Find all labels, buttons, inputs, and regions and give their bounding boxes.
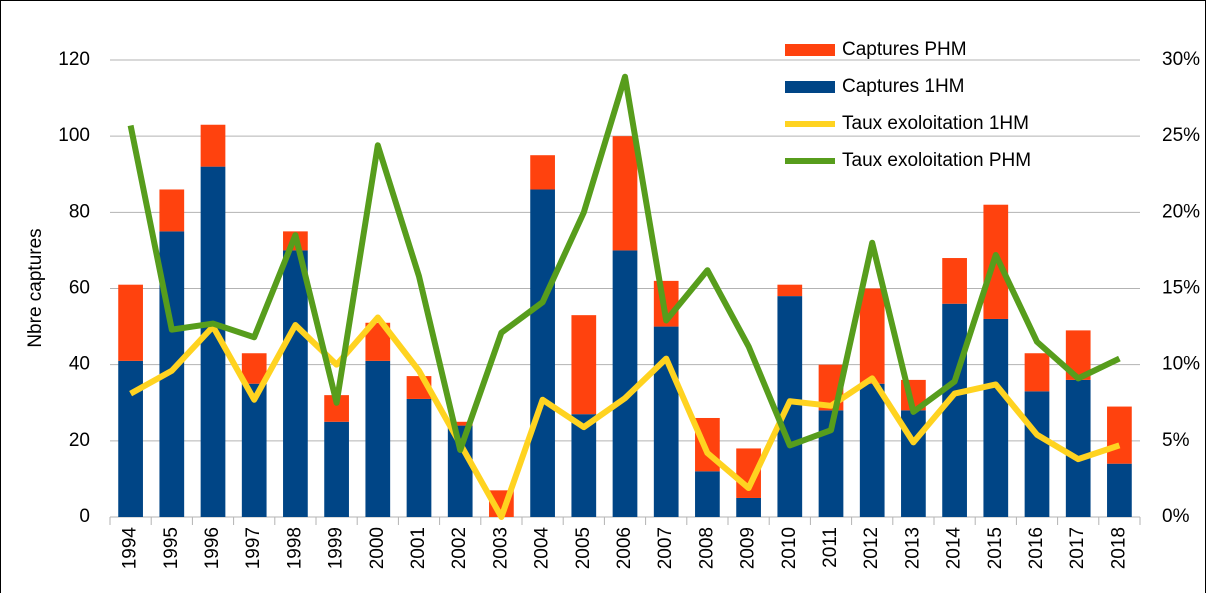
x-tick-label: 1994	[120, 527, 141, 570]
bar	[859, 288, 885, 384]
y2-tick-label: 0%	[1162, 506, 1190, 527]
legend-label: Taux exoloitation 1HM	[842, 113, 1029, 134]
x-tick-label: 1995	[161, 527, 182, 569]
y2-tick-label: 30%	[1162, 49, 1200, 70]
bar	[653, 326, 679, 517]
x-tick-label: 2008	[696, 527, 717, 569]
y-tick-label: 20	[69, 430, 90, 451]
bar	[777, 284, 803, 297]
x-tick-label: 2017	[1067, 527, 1088, 569]
bar	[118, 284, 143, 361]
x-tick-label: 2011	[820, 527, 841, 568]
bar	[118, 360, 143, 517]
legend-label: Taux exoloitation PHM	[842, 150, 1031, 171]
bar	[530, 189, 555, 517]
bar	[324, 421, 349, 517]
bar	[695, 471, 720, 517]
x-tick-label: 1999	[326, 527, 347, 569]
x-tick-label: 2013	[902, 527, 923, 569]
bar	[859, 383, 885, 517]
x-tick-label: 2010	[779, 527, 800, 569]
bar	[200, 124, 226, 167]
y2-tick-label: 25%	[1162, 125, 1200, 146]
legend-swatch	[785, 81, 835, 93]
bar	[1065, 379, 1091, 517]
bar	[571, 315, 597, 415]
line	[127, 73, 1121, 453]
y2-tick-label: 5%	[1162, 430, 1190, 451]
x-tick-label: 2000	[367, 527, 388, 569]
x-tick-label: 2003	[490, 527, 511, 569]
y2-tick-label: 10%	[1162, 354, 1200, 375]
line	[129, 314, 1121, 520]
x-tick-label: 2015	[985, 527, 1006, 569]
bar	[159, 189, 185, 232]
y-tick-label: 60	[69, 278, 90, 299]
y2-tick-label: 20%	[1162, 201, 1200, 222]
y-tick-label: 100	[58, 125, 90, 146]
y-tick-label: 80	[69, 201, 90, 222]
bar	[612, 250, 638, 517]
x-tick-label: 2014	[944, 527, 965, 570]
x-tick-label: 1998	[284, 527, 305, 569]
bar	[447, 421, 473, 426]
bar	[1107, 463, 1132, 517]
bar	[942, 303, 967, 517]
legend-label: Captures PHM	[842, 39, 967, 60]
bar	[241, 383, 267, 517]
x-tick-label: 2016	[1026, 527, 1047, 569]
y-tick-label: 120	[58, 49, 90, 70]
bar	[530, 155, 555, 190]
bar	[283, 250, 308, 517]
x-tick-label: 2005	[573, 527, 594, 569]
y2-tick-label: 15%	[1162, 278, 1200, 299]
x-tick-label: 2001	[408, 527, 429, 569]
x-tick-label: 1997	[243, 527, 264, 569]
legend-label: Captures 1HM	[842, 76, 965, 97]
x-tick-label: 2012	[861, 527, 882, 569]
bar	[571, 414, 597, 517]
bar	[942, 258, 967, 304]
bar	[406, 398, 432, 517]
x-tick-label: 2007	[655, 527, 676, 569]
bar	[365, 360, 391, 517]
y-axis-label: Nbre captures	[25, 228, 46, 347]
x-tick-label: 2004	[532, 527, 553, 570]
y-tick-label: 0	[79, 506, 90, 527]
bar	[983, 318, 1009, 517]
bar	[1024, 391, 1050, 517]
y-tick-label: 40	[69, 354, 90, 375]
bar	[612, 136, 638, 251]
x-tick-label: 2006	[614, 527, 635, 569]
bar	[1024, 353, 1050, 392]
x-tick-label: 2002	[449, 527, 470, 569]
bar	[1107, 406, 1132, 464]
bar	[736, 497, 761, 517]
x-tick-label: 2009	[738, 527, 759, 569]
x-tick-label: 1996	[202, 527, 223, 569]
legend-swatch	[785, 44, 835, 56]
x-tick-label: 2018	[1108, 527, 1129, 569]
